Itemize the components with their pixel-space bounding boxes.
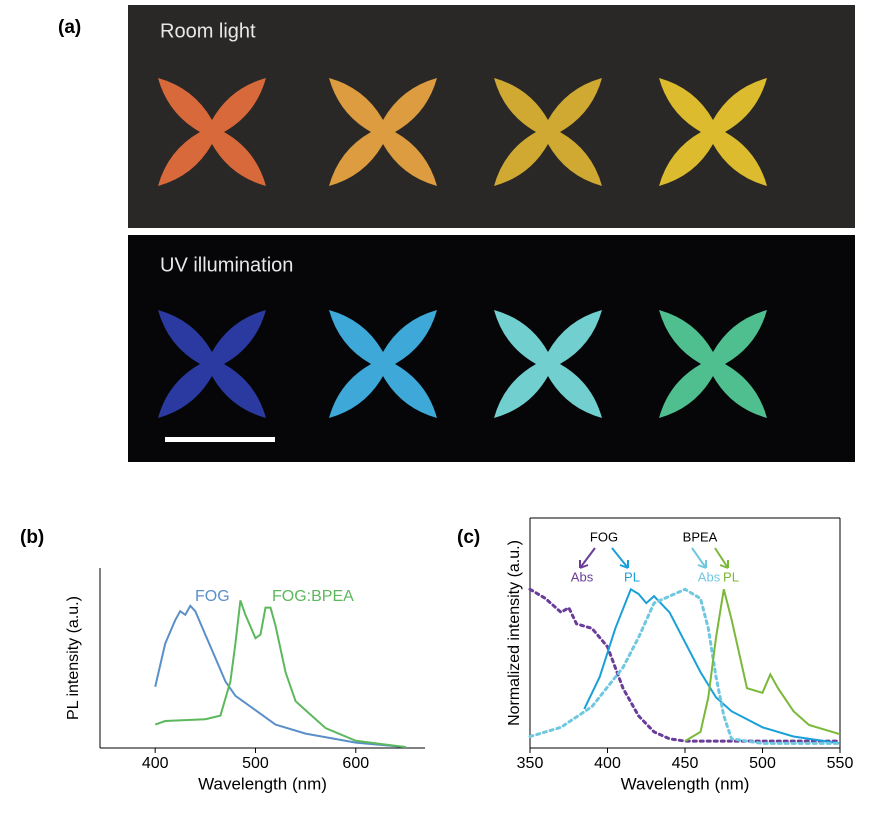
scale-bar [165, 437, 275, 442]
photo-label: UV illumination [160, 254, 293, 276]
x-tick-label: 550 [827, 755, 854, 772]
legend-label: Abs [571, 569, 594, 584]
x-tick-label: 400 [594, 755, 621, 772]
panel-label: (a) [58, 17, 81, 38]
series-line [528, 587, 842, 745]
y-axis-label: PL intensity (a.u.) [65, 596, 82, 720]
legend-label: PL [624, 569, 640, 584]
panel-label: (c) [457, 527, 480, 548]
legend-label: FOG:BPEA [272, 588, 354, 605]
x-tick-label: 350 [517, 755, 544, 772]
x-tick-label: 450 [672, 755, 699, 772]
x-tick-label: 400 [142, 755, 169, 772]
x-tick-label: 600 [342, 755, 369, 772]
series-line [154, 604, 406, 749]
y-axis-label: Normalized intensity (a.u.) [506, 540, 523, 726]
annotation: FOG [590, 529, 618, 544]
photo-label: Room light [160, 20, 256, 42]
legend-label: FOG [195, 588, 230, 605]
series-line [684, 589, 841, 742]
annotation: BPEA [683, 529, 718, 544]
x-axis-label: Wavelength (nm) [198, 774, 327, 793]
x-tick-label: 500 [749, 755, 776, 772]
series-line [583, 587, 841, 745]
x-axis-label: Wavelength (nm) [621, 774, 750, 793]
legend-label: Abs [698, 569, 721, 584]
series-line [154, 600, 407, 749]
panel-label: (b) [20, 527, 44, 548]
x-tick-label: 500 [242, 755, 269, 772]
legend-label: PL [723, 569, 739, 584]
series-line [528, 587, 842, 743]
annotation-arrows [579, 547, 729, 569]
